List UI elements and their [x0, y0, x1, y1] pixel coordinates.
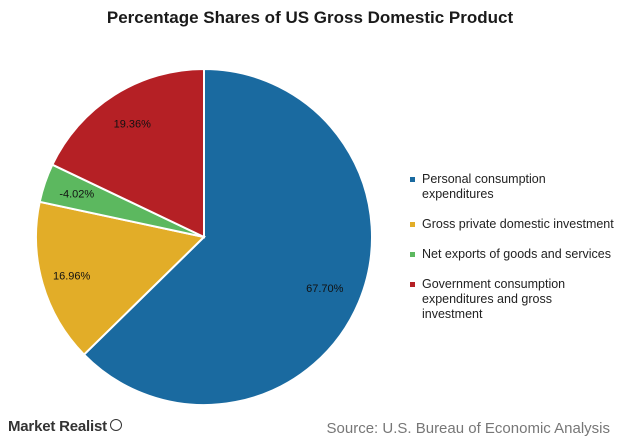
pie-slice — [35, 200, 207, 356]
pie-slice — [51, 67, 205, 239]
legend-label: Government consumption expenditures and … — [422, 277, 566, 321]
slice-data-label: 19.36% — [114, 118, 152, 130]
legend-swatch — [410, 252, 415, 257]
source-note: Source: U.S. Bureau of Economic Analysis — [326, 420, 610, 437]
slice-data-label: 16.96% — [53, 270, 91, 282]
brand-logo: Market Realist — [8, 418, 122, 435]
legend-label: Gross private domestic investment — [422, 217, 614, 231]
chart-legend: Personal consumption expenditures Gross … — [410, 172, 615, 337]
chart-title: Percentage Shares of US Gross Domestic P… — [106, 8, 514, 27]
legend-item-personal-consumption: Personal consumption expenditures — [410, 172, 615, 202]
pie-slice — [82, 67, 373, 406]
legend-label: Personal consumption expenditures — [422, 172, 546, 201]
slice-data-label: 67.70% — [306, 283, 344, 295]
legend-swatch — [410, 222, 415, 227]
brand-name: Market Realist — [8, 418, 107, 435]
legend-swatch — [410, 177, 415, 182]
legend-item-net-exports: Net exports of goods and services — [410, 247, 615, 262]
magnifier-icon — [109, 419, 122, 432]
legend-item-government: Government consumption expenditures and … — [410, 277, 615, 322]
legend-item-private-investment: Gross private domestic investment — [410, 217, 615, 232]
legend-swatch — [410, 282, 415, 287]
legend-label: Net exports of goods and services — [422, 247, 611, 261]
slice-data-label: -4.02% — [59, 189, 94, 201]
